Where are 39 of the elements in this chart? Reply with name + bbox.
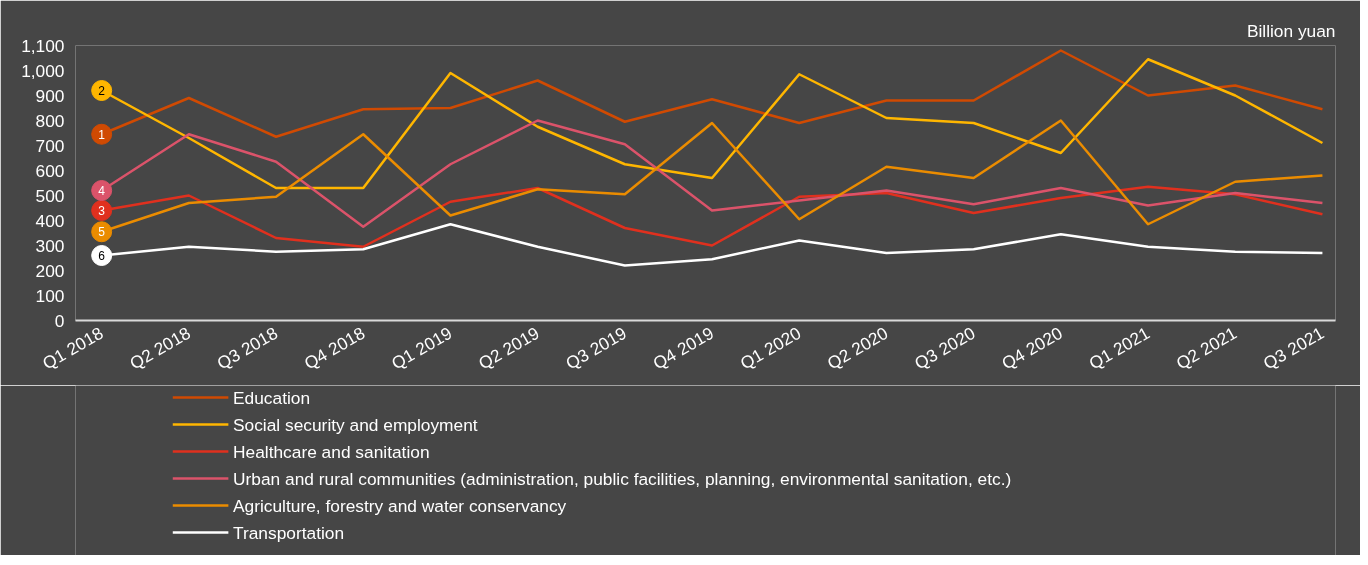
- legend-label: Education: [233, 387, 311, 408]
- annotation: 6: [98, 249, 106, 263]
- x-tick-label: Q3 2020: [911, 322, 979, 374]
- annotation: 1: [98, 127, 106, 142]
- legend-label: Social security and employment: [233, 414, 478, 435]
- y-tick-label: 1,000: [21, 60, 65, 81]
- y-tick-label: 100: [35, 285, 65, 306]
- legend-label: Transportation: [233, 522, 345, 543]
- x-tick-label: Q3 2019: [562, 322, 630, 374]
- x-tick-label: Q4 2020: [998, 322, 1066, 374]
- x-tick-label: Q1 2021: [1085, 322, 1154, 374]
- y-tick-label: 600: [35, 160, 65, 181]
- annotation: 3: [98, 204, 106, 218]
- annotation: 5: [98, 225, 106, 240]
- legend-label: Healthcare and sanitation: [233, 441, 430, 462]
- legend-label: Agriculture, forestry and water conservancy: [233, 495, 567, 516]
- x-tick-label: Q3 2018: [213, 322, 282, 374]
- x-tick-label: Q3 2021: [1259, 322, 1328, 374]
- x-tick-label: Q2 2021: [1172, 322, 1241, 374]
- y-tick-label: 300: [35, 235, 65, 256]
- y-tick-label: 200: [35, 260, 65, 281]
- x-tick-label: Q1 2020: [736, 322, 805, 374]
- y-tick-label: 800: [35, 110, 65, 131]
- legend-label: Urban and rural communities (administration, public facilities, planning, environmental sanitation, etc.): [233, 468, 1012, 489]
- x-tick-label: Q2 2020: [823, 322, 892, 374]
- x-tick-label: Q2 2019: [475, 322, 543, 374]
- y-tick-label: 1,100: [21, 35, 65, 56]
- annotation: 2: [98, 84, 106, 98]
- y-tick-label: 700: [35, 135, 65, 156]
- y-tick-label: 400: [35, 210, 65, 231]
- y-tick-label: 900: [35, 85, 65, 106]
- annotation: 4: [98, 184, 106, 198]
- x-tick-label: Q1 2019: [387, 322, 456, 374]
- y-axis-title: Billion yuan: [1246, 20, 1336, 41]
- y-tick-label: 500: [35, 185, 65, 206]
- x-tick-label: Q2 2018: [126, 322, 194, 374]
- x-tick-label: Q4 2019: [649, 322, 718, 374]
- x-tick-label: Q4 2018: [300, 322, 369, 374]
- y-tick-label: 0: [54, 310, 65, 331]
